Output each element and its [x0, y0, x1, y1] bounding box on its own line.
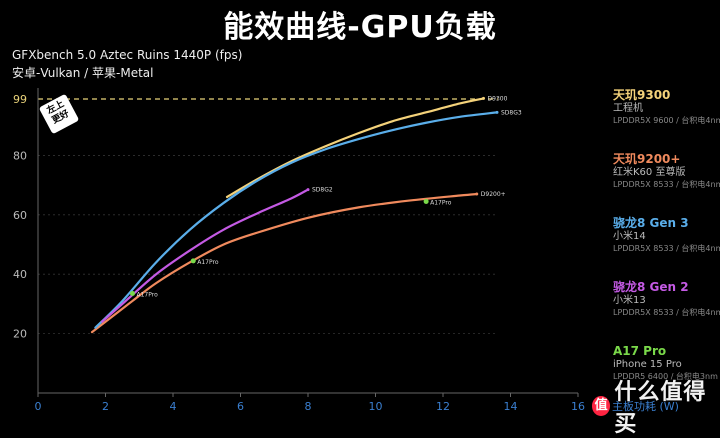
series-end-point-0	[482, 96, 485, 100]
series-line-3	[101, 188, 310, 323]
watermark-logo-icon: 值	[592, 396, 611, 416]
data-label-a17pro: A17Pro	[137, 292, 159, 299]
legend-memory: LPDDR5X 9600 / 台积电4nm	[613, 116, 720, 125]
series-end-point-3	[306, 188, 310, 192]
series-line-2	[94, 111, 499, 329]
data-label-a17pro: A17Pro	[197, 259, 219, 266]
legend-item-d9200plus: 天玑9200+ 红米K60 至尊版 LPDDR5X 8533 / 台积电4nm	[613, 152, 720, 216]
legend-device: iPhone 15 Pro	[613, 359, 682, 370]
legend-device: 工程机	[613, 103, 643, 114]
series-end-label-0: D9300	[488, 95, 508, 102]
series-line-1	[90, 192, 478, 334]
legend-item-a17pro: A17 Pro iPhone 15 Pro LPDDR5 6400 / 台积电3…	[613, 344, 720, 408]
y-tick-label: 99	[13, 93, 27, 106]
x-tick-label: 2	[102, 400, 109, 413]
x-tick-label: 0	[35, 400, 42, 413]
legend-name: 天玑9200+	[613, 152, 681, 166]
x-tick-label: 10	[369, 400, 383, 413]
legend-name: 骁龙8 Gen 3	[613, 216, 689, 230]
series-end-label-1: D9200+	[481, 191, 506, 198]
watermark: 值 什么值得买	[592, 374, 720, 438]
y-tick-label: 20	[13, 328, 27, 341]
series-end-point-2	[495, 110, 499, 114]
x-tick-label: 8	[305, 400, 312, 413]
x-tick-label: 12	[436, 400, 450, 413]
api-subtitle: 安卓-Vulkan / 苹果-Metal	[12, 66, 154, 80]
series-end-label-2: SD8G3	[501, 109, 522, 116]
x-axis-label: 主板功耗 (W)	[612, 399, 679, 413]
legend-device: 小米13	[613, 295, 646, 306]
legend-device: 红米K60 至尊版	[613, 167, 686, 178]
legend-memory: LPDDR5 6400 / 台积电3nm	[613, 372, 718, 381]
page-title: 能效曲线-GPU负载	[223, 10, 497, 45]
legend-device: 小米14	[613, 231, 646, 242]
legend-memory: LPDDR5X 8533 / 台积电4nm	[613, 244, 720, 253]
series-end-label-3: SD8G2	[312, 187, 333, 194]
efficiency-chart: 20 40 60 80 99 0 2 4 6 8 10 12 14 16 主板功耗 (W) D9300 D92…	[13, 88, 679, 413]
watermark-text: 什么值得买	[614, 380, 707, 437]
x-tick-label: 16	[571, 400, 585, 413]
y-tick-label: 40	[13, 268, 27, 281]
legend-item-d9300: 天玑9300 工程机 LPDDR5X 9600 / 台积电4nm	[613, 88, 720, 152]
data-point-a17pro	[423, 198, 429, 204]
series-end-point-1	[475, 192, 479, 196]
benchmark-subtitle: GFXbench 5.0 Aztec Ruins 1440P (fps)	[12, 48, 243, 62]
y-tick-label: 80	[13, 149, 27, 162]
legend-memory: LPDDR5X 8533 / 台积电4nm	[613, 308, 720, 317]
legend-name: 天玑9300	[613, 88, 671, 102]
data-label-a17pro: A17Pro	[430, 199, 452, 206]
legend-name: A17 Pro	[613, 344, 667, 358]
series-line-0	[225, 97, 485, 199]
x-tick-label: 14	[504, 400, 518, 413]
data-point-a17pro	[130, 291, 135, 297]
legend-name: 骁龙8 Gen 2	[613, 280, 689, 294]
legend-item-sd8g3: 骁龙8 Gen 3 小米14 LPDDR5X 8533 / 台积电4nm	[613, 216, 720, 280]
legend-item-sd8g2: 骁龙8 Gen 2 小米13 LPDDR5X 8533 / 台积电4nm	[613, 280, 720, 344]
x-tick-label: 6	[237, 400, 244, 413]
legend: 天玑9300 工程机 LPDDR5X 9600 / 台积电4nm 天玑9200+…	[613, 88, 720, 408]
y-tick-label: 60	[13, 209, 27, 222]
data-point-a17pro	[190, 258, 196, 264]
x-tick-label: 4	[170, 400, 177, 413]
legend-memory: LPDDR5X 8533 / 台积电4nm	[613, 180, 720, 189]
